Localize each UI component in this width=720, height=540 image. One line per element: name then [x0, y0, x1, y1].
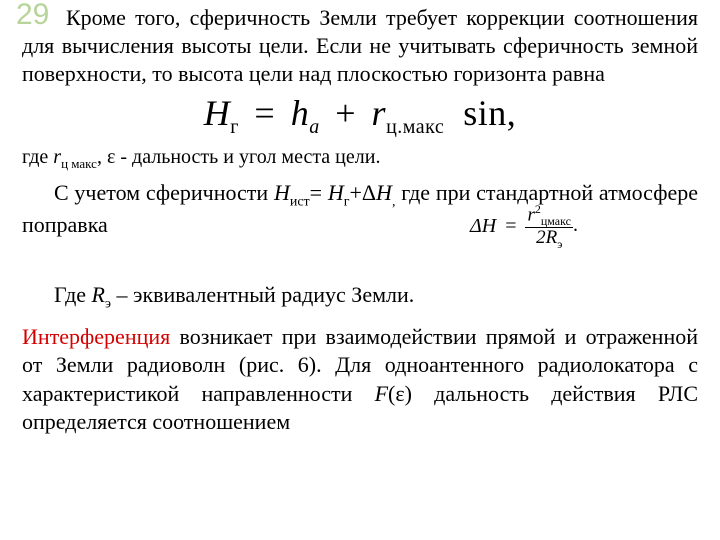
p2-Hist: H	[274, 180, 290, 205]
p2-Hist-sub: ист	[290, 194, 310, 209]
p4-paren: (ε)	[388, 381, 412, 406]
frac-den-R: R	[546, 227, 558, 248]
p3-R: R	[92, 282, 105, 307]
p2-eq: =	[310, 180, 328, 205]
f-Hsub: г	[230, 117, 239, 139]
p4-red: Интерференция	[22, 324, 170, 349]
frac-H: H	[482, 215, 496, 237]
paragraph-4: Интерференция возникает при взаимодейств…	[22, 323, 698, 436]
p3a: Где	[54, 282, 92, 307]
f-h: h	[291, 93, 310, 133]
frac-num-sub: цмакс	[541, 214, 571, 228]
formula-height: Hг = hа + rц.макс sin,	[22, 92, 698, 139]
f-comma: ,	[507, 93, 517, 133]
p1-text: Кроме того, сферичность Земли требует ко…	[22, 5, 698, 86]
p2-Hg: H	[328, 180, 344, 205]
frac-dot: .	[573, 214, 578, 236]
f-hsub: а	[309, 117, 320, 139]
where-prefix: где	[22, 146, 53, 168]
p2-plus: +Δ	[349, 180, 376, 205]
frac-delta: Δ	[470, 215, 482, 237]
paragraph-2: С учетом сферичности Hист= Hг+ΔH, где пр…	[22, 179, 698, 239]
document-page: 29 Кроме того, сферичность Земли требует…	[0, 0, 720, 540]
p4-F: F	[375, 381, 388, 406]
where-line: где rц макс, ε - дальность и угол места …	[22, 144, 698, 173]
where-rest: , ε - дальность и угол места цели.	[97, 146, 381, 168]
frac-eq: =	[501, 216, 520, 236]
p2a: С учетом сферичности	[54, 180, 274, 205]
page-number: 29	[16, 0, 49, 30]
f-plus: +	[329, 93, 362, 133]
f-sin: sin	[463, 93, 507, 133]
frac-den-sub: э	[557, 236, 562, 250]
paragraph-3: Где Rэ – эквивалентный радиус Земли.	[22, 281, 698, 313]
frac-num-r: r	[527, 204, 534, 225]
paragraph-1: Кроме того, сферичность Земли требует ко…	[22, 4, 698, 88]
where-r: r	[53, 146, 61, 168]
f-H: H	[204, 93, 231, 133]
where-rsub: ц макс	[61, 156, 97, 171]
paragraph-2-wrap: С учетом сферичности Hист= Hг+ΔH, где пр…	[22, 179, 698, 314]
f-eq: =	[248, 93, 281, 133]
formula-correction: ΔH = r2цмакс 2Rэ .	[470, 203, 578, 250]
f-r: r	[372, 93, 387, 133]
p3b: – эквивалентный радиус Земли.	[111, 282, 414, 307]
frac-den-2: 2	[536, 227, 546, 248]
f-rsub: ц.макс	[386, 117, 444, 139]
p2-H: H	[376, 180, 392, 205]
